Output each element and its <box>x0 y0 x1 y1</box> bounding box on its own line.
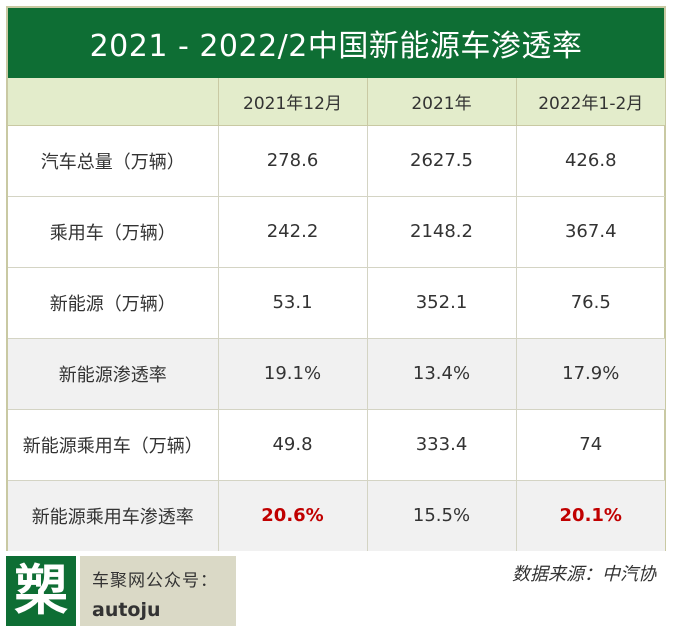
highlight-cell: 20.1% <box>516 480 665 551</box>
account-label: 车聚网公众号： <box>92 571 218 591</box>
table-cell: 278.6 <box>218 125 368 197</box>
table-cell: 74 <box>516 409 665 481</box>
table-row: 新能源乘用车（万辆） 49.8 333.4 74 <box>8 409 665 481</box>
row-label: 新能源渗透率 <box>8 338 219 410</box>
header-row: 2021年12月 2021年 2022年1-2月 <box>8 78 665 126</box>
row-label: 乘用车（万辆） <box>8 196 219 268</box>
table-cell: 53.1 <box>218 267 368 339</box>
data-grid: 2021年12月 2021年 2022年1-2月 汽车总量（万辆） 278.6 … <box>8 78 665 551</box>
table-cell: 367.4 <box>516 196 665 268</box>
table-cell: 17.9% <box>516 338 665 410</box>
row-label: 新能源乘用车渗透率 <box>8 480 219 551</box>
table-cell: 15.5% <box>367 480 517 551</box>
table-cell: 2627.5 <box>367 125 517 197</box>
header-cell-empty <box>8 78 219 126</box>
table-cell: 426.8 <box>516 125 665 197</box>
table-row: 新能源乘用车渗透率 20.6% 15.5% 20.1% <box>8 480 665 551</box>
brand-logo: 槊 <box>6 556 76 626</box>
header-cell-2021: 2021年 <box>367 78 517 126</box>
highlight-cell: 20.6% <box>218 480 368 551</box>
table-row: 乘用车（万辆） 242.2 2148.2 367.4 <box>8 196 665 268</box>
data-source-note: 数据来源：中汽协 <box>512 564 656 585</box>
table-cell: 352.1 <box>367 267 517 339</box>
table-row: 新能源渗透率 19.1% 13.4% 17.9% <box>8 338 665 410</box>
table-cell: 242.2 <box>218 196 368 268</box>
row-label: 新能源（万辆） <box>8 267 219 339</box>
table-row: 汽车总量（万辆） 278.6 2627.5 426.8 <box>8 125 665 197</box>
row-label: 新能源乘用车（万辆） <box>8 409 219 481</box>
table-cell: 76.5 <box>516 267 665 339</box>
logo-glyph: 槊 <box>14 559 68 622</box>
account-badge: 车聚网公众号： autoju <box>80 556 236 626</box>
header-cell-2021-12: 2021年12月 <box>218 78 368 126</box>
table-cell: 333.4 <box>367 409 517 481</box>
table-cell: 19.1% <box>218 338 368 410</box>
table-cell: 2148.2 <box>367 196 517 268</box>
table-cell: 13.4% <box>367 338 517 410</box>
header-cell-2022-1-2: 2022年1-2月 <box>516 78 665 126</box>
table-row: 新能源（万辆） 53.1 352.1 76.5 <box>8 267 665 339</box>
penetration-table: 2021 - 2022/2中国新能源车渗透率 2021年12月 2021年 20… <box>6 6 666 551</box>
table-cell: 49.8 <box>218 409 368 481</box>
table-title: 2021 - 2022/2中国新能源车渗透率 <box>8 8 664 78</box>
row-label: 汽车总量（万辆） <box>8 125 219 197</box>
account-id: autoju <box>92 599 161 621</box>
